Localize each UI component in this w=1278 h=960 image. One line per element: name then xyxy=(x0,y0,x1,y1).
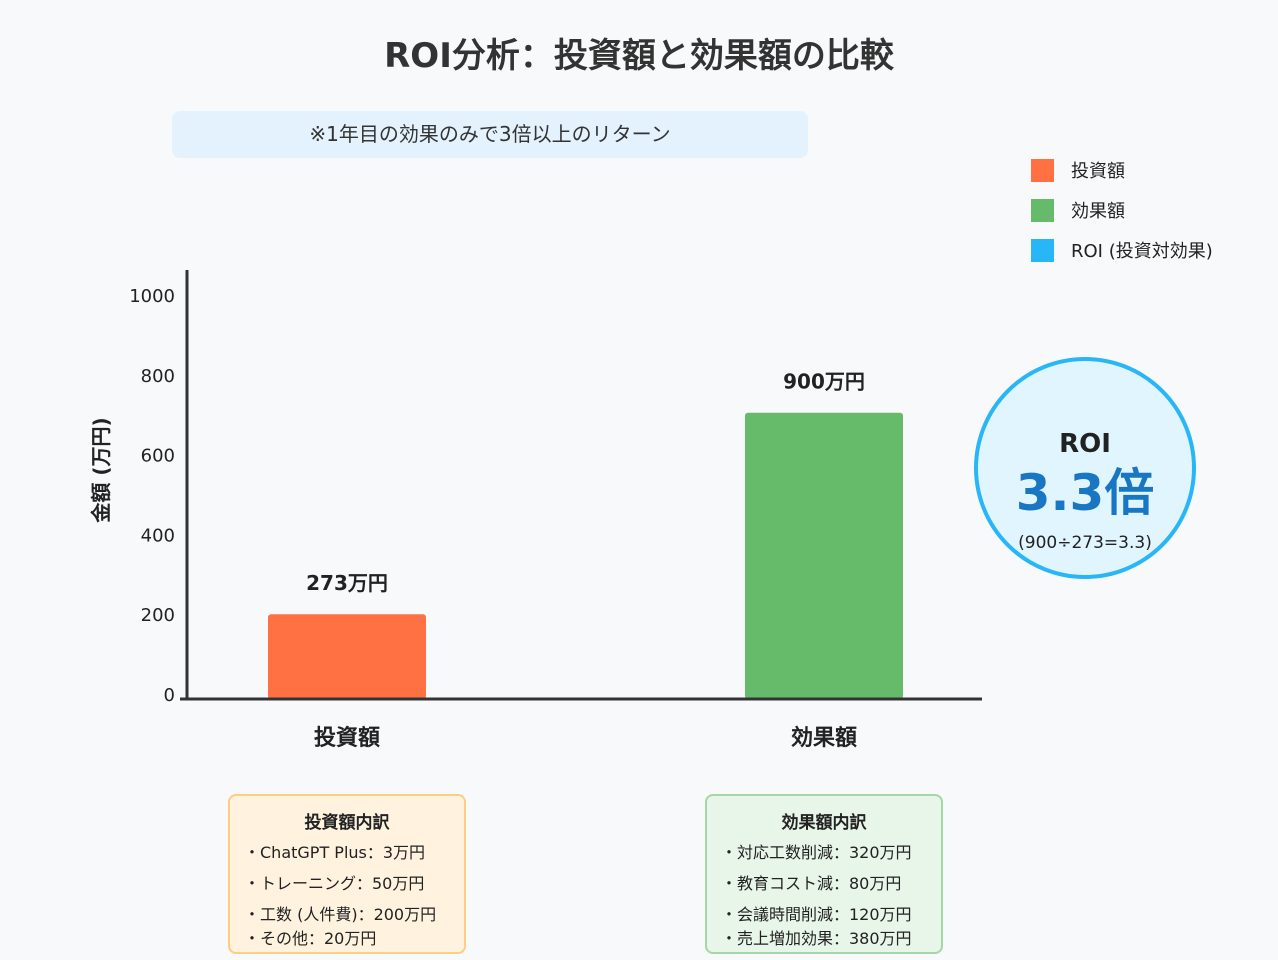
effect-breakdown-card: 効果額内訳 ・対応工数削減：320万円 ・教育コスト減：80万円 ・会議時間削減… xyxy=(705,794,943,954)
investment-breakdown-card: 投資額内訳 ・ChatGPT Plus：3万円 ・トレーニング：50万円 ・工数… xyxy=(228,794,466,954)
legend-label: 効果額 xyxy=(1071,201,1125,222)
x-category-label: 投資額 xyxy=(314,725,380,751)
roi-label: ROI xyxy=(1059,429,1111,459)
y-tick-label: 600 xyxy=(141,446,175,467)
list-item: ・対応工数削減：320万円 xyxy=(721,843,912,862)
note-banner: ※1年目の効果のみで3倍以上のリターン xyxy=(172,111,808,158)
legend-item-effect: 効果額 xyxy=(1031,198,1213,222)
bar xyxy=(745,412,903,699)
roi-value: 3.3倍 xyxy=(1015,464,1155,522)
list-item: ・売上増加効果：380万円 xyxy=(721,929,912,948)
y-tick-label: 400 xyxy=(141,525,175,546)
list-item: ・ChatGPT Plus：3万円 xyxy=(244,843,426,862)
investment-breakdown-title: 投資額内訳 xyxy=(304,813,390,833)
y-tick-label: 1000 xyxy=(129,286,175,307)
x-category-label: 効果額 xyxy=(791,725,857,751)
list-item: ・トレーニング：50万円 xyxy=(244,874,425,893)
bar xyxy=(268,614,426,699)
y-tick-label: 0 xyxy=(164,685,175,706)
legend-label: ROI (投資対効果) xyxy=(1071,241,1213,262)
legend-item-roi: ROI (投資対効果) xyxy=(1031,238,1213,262)
legend-swatch xyxy=(1031,238,1054,262)
list-item: ・教育コスト減：80万円 xyxy=(721,874,902,893)
list-item: ・工数 (人件費)：200万円 xyxy=(244,905,437,924)
y-axis-label: 金額 (万円) xyxy=(89,417,113,523)
roi-formula: (900÷273=3.3) xyxy=(1018,533,1152,553)
legend: 投資額 効果額 ROI (投資対効果) xyxy=(1031,158,1213,278)
roi-badge: ROI 3.3倍 (900÷273=3.3) xyxy=(974,357,1196,579)
bar-data-label: 273万円 xyxy=(306,571,388,595)
list-item: ・会議時間削減：120万円 xyxy=(721,905,912,924)
list-item: ・その他：20万円 xyxy=(244,929,377,948)
legend-swatch xyxy=(1031,158,1054,182)
bar-data-label: 900万円 xyxy=(783,370,865,394)
legend-label: 投資額 xyxy=(1071,161,1125,182)
legend-swatch xyxy=(1031,198,1054,222)
legend-item-investment: 投資額 xyxy=(1031,158,1213,182)
page-title: ROI分析：投資額と効果額の比較 xyxy=(384,36,894,76)
y-tick-label: 800 xyxy=(141,366,175,387)
y-tick-label: 200 xyxy=(141,605,175,626)
effect-breakdown-title: 効果額内訳 xyxy=(781,813,867,833)
